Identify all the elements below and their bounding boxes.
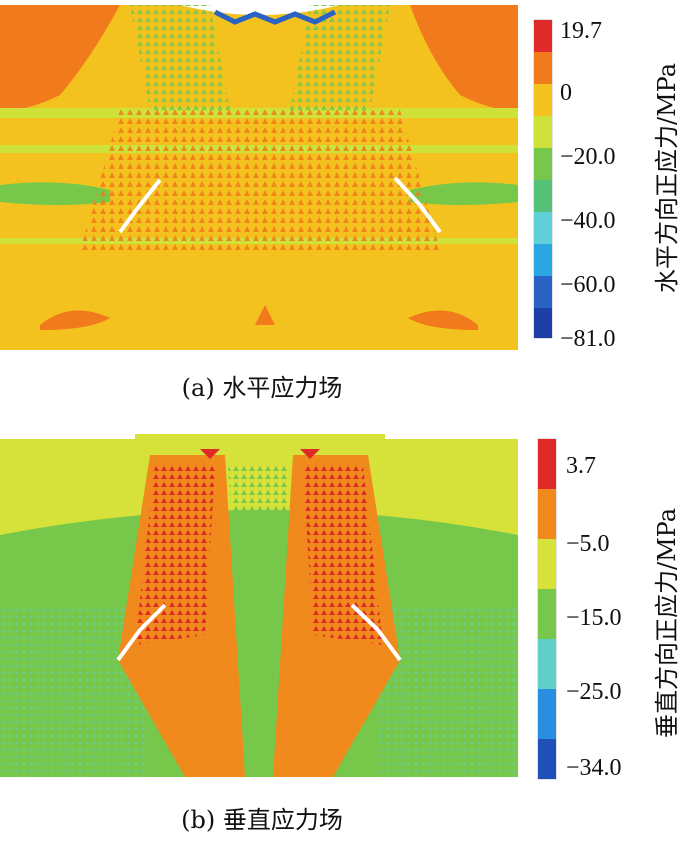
tick-label: 19.7 (560, 18, 602, 44)
tick-label: −20.0 (560, 144, 616, 170)
tick-label: −15.0 (566, 605, 622, 631)
tick-label: −60.0 (560, 272, 616, 298)
colorbar-a (533, 19, 553, 339)
panel-horizontal-stress: 19.7 0 −20.0 −40.0 −60.0 −81.0 水平方向正应力/M… (0, 0, 683, 410)
colorbar-title-a: 水平方向正应力/MPa (653, 63, 681, 293)
contour-map-b (0, 434, 518, 777)
tick-label: 3.7 (566, 453, 596, 479)
colorbar-b (537, 438, 557, 780)
figure-b: 3.7 −5.0 −15.0 −25.0 −34.0 垂直方向正应力/MPa (… (0, 434, 681, 834)
tick-label: −5.0 (566, 531, 610, 557)
colorbar-ticks-a: 19.7 0 −20.0 −40.0 −60.0 −81.0 (560, 18, 616, 352)
figure-a: 19.7 0 −20.0 −40.0 −60.0 −81.0 水平方向正应力/M… (0, 0, 681, 402)
caption-b: (b) 垂直应力场 (181, 806, 343, 834)
tick-label: −81.0 (560, 326, 616, 352)
colorbar-ticks-b: 3.7 −5.0 −15.0 −25.0 −34.0 (566, 453, 622, 781)
caption-a: (a) 水平应力场 (182, 374, 343, 402)
colorbar-title-b: 垂直方向正应力/MPa (653, 508, 681, 738)
tick-label: −25.0 (566, 679, 622, 705)
contour-map-a (0, 0, 518, 350)
tick-label: −40.0 (560, 208, 616, 234)
tick-label: 0 (560, 80, 572, 106)
tick-label: −34.0 (566, 755, 622, 781)
panel-vertical-stress: 3.7 −5.0 −15.0 −25.0 −34.0 垂直方向正应力/MPa (… (0, 425, 683, 841)
